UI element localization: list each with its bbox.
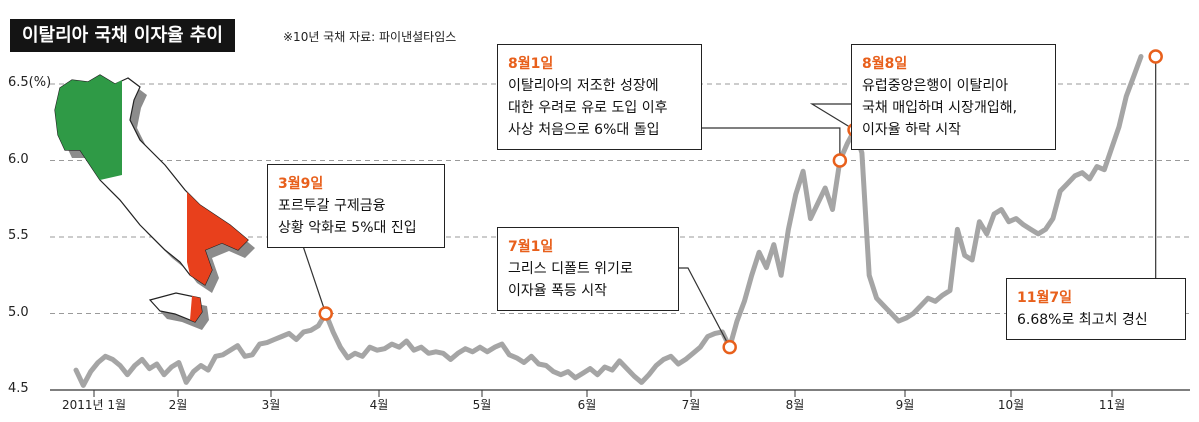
callout-aug1-text: 이탈리아의 저조한 성장에 대한 우려로 유로 도입 이후 사상 처음으로 6%… — [508, 78, 668, 138]
callout-jul1-date: 7월1일 — [508, 239, 554, 255]
annotation-marker — [1148, 49, 1163, 64]
sicily-red — [190, 296, 202, 322]
annotation-marker — [832, 153, 848, 168]
callout-aug8: 8월8일 유럽중앙은행이 이탈리아 국채 매입하며 시장개입해, 이자율 하락 … — [851, 44, 1056, 150]
x-tick-label: 9월 — [895, 398, 915, 412]
x-tick-label: 3월 — [261, 398, 281, 412]
callout-jul1-text: 그리스 디폴트 위기로 이자율 폭등 시작 — [508, 261, 633, 299]
x-tick-label: 4월 — [369, 398, 389, 412]
yield-series-line — [73, 54, 1144, 388]
x-tick-label: 2011년 1월 — [61, 398, 127, 412]
callout-mar9-text: 포르투갈 구제금융 상황 악화로 5%대 진입 — [278, 198, 417, 236]
annotation-leader-line — [679, 267, 731, 348]
chart-title: 이탈리아 국채 이자율 추이 — [10, 19, 235, 52]
y-tick-label: 6.5(%) — [8, 75, 52, 90]
annotation-leader-line — [809, 103, 855, 131]
callout-aug1: 8월1일 이탈리아의 저조한 성장에 대한 우려로 유로 도입 이후 사상 처음… — [497, 44, 702, 150]
y-tick-label: 5.5 — [8, 228, 29, 243]
annotation-marker — [318, 306, 333, 321]
x-tick-label: 8월 — [785, 398, 805, 412]
callout-aug1-date: 8월1일 — [508, 56, 554, 72]
callout-nov7: 11월7일 6.68%로 최고치 경신 — [1006, 278, 1186, 340]
x-tick-label: 2월 — [168, 398, 188, 412]
callout-nov7-date: 11월7일 — [1017, 290, 1072, 306]
callout-aug8-text: 유럽중앙은행이 이탈리아 국채 매입하며 시장개입해, 이자율 하락 시작 — [862, 78, 1018, 138]
callout-mar9: 3월9일 포르투갈 구제금융 상황 악화로 5%대 진입 — [267, 164, 445, 248]
annotation-markers — [318, 49, 1163, 355]
x-tick-label: 11월 — [1098, 398, 1126, 412]
annotation-leaders — [302, 56, 1157, 348]
x-tick-label: 7월 — [681, 398, 701, 412]
callout-aug8-date: 8월8일 — [862, 56, 908, 72]
x-tick-label: 10월 — [997, 398, 1025, 412]
x-tick-label: 6월 — [577, 398, 597, 412]
italy-map-red — [187, 192, 248, 285]
italy-map-illustration — [54, 74, 255, 330]
y-tick-label: 5.0 — [8, 304, 29, 320]
callout-jul1: 7월1일 그리스 디폴트 위기로 이자율 폭등 시작 — [497, 227, 679, 311]
x-tick-label: 5월 — [472, 398, 492, 412]
y-tick-label: 4.5 — [8, 381, 29, 396]
chart-source: ※10년 국채 자료: 파이낸셜타임스 — [283, 30, 457, 44]
callout-nov7-text: 6.68%로 최고치 경신 — [1017, 312, 1148, 328]
annotation-leader-line — [302, 245, 327, 314]
annotation-leader-line — [702, 127, 841, 161]
callout-mar9-date: 3월9일 — [278, 176, 324, 192]
annotation-marker — [722, 339, 737, 355]
italy-map-green — [55, 75, 122, 180]
y-tick-label: 6.0 — [8, 151, 29, 167]
